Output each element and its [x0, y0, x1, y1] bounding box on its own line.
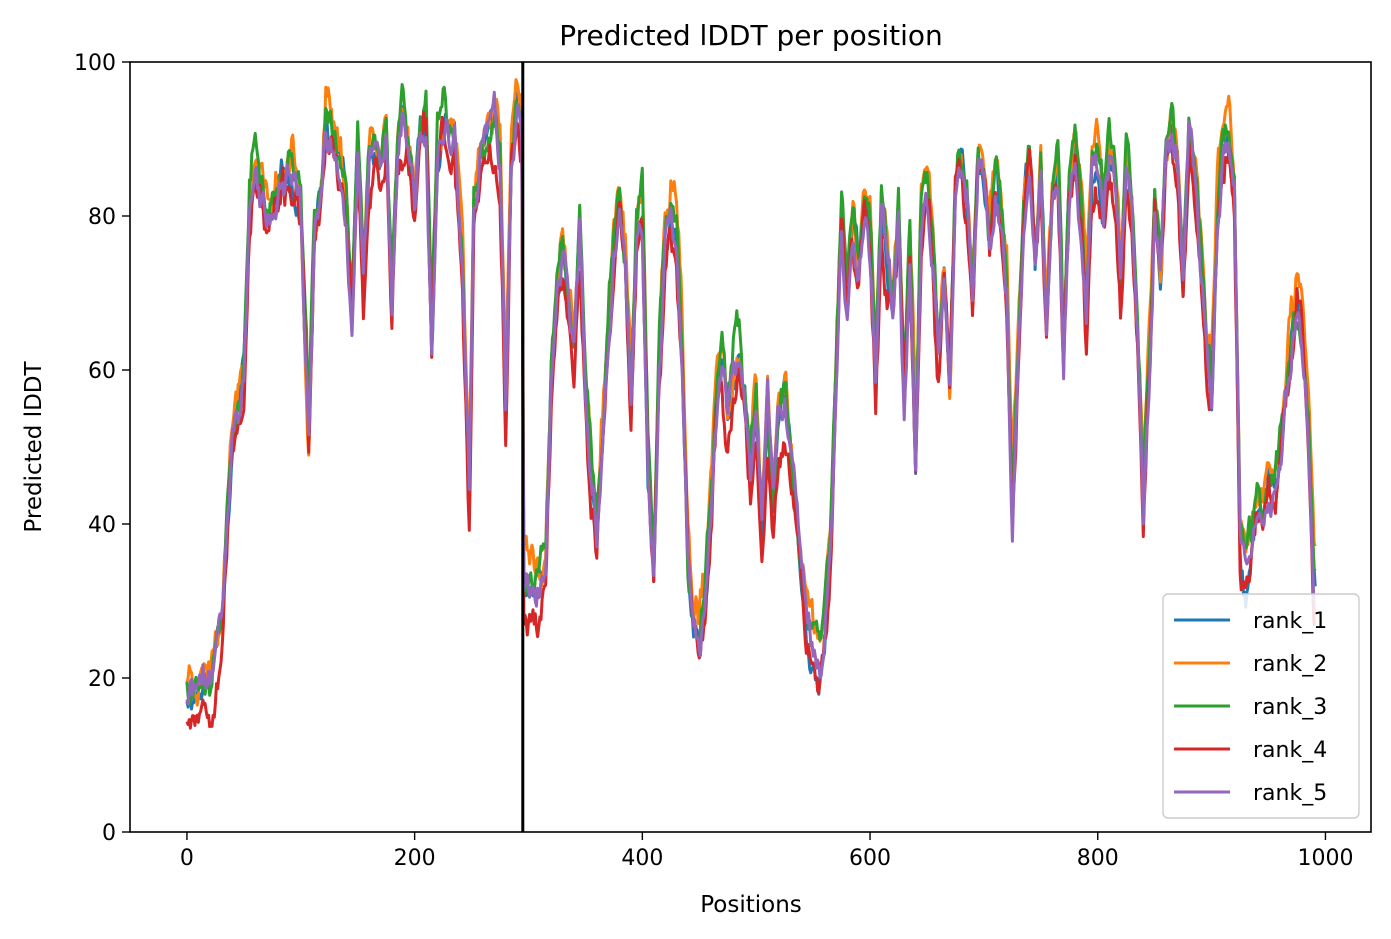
- plot-frame: [129, 61, 1372, 833]
- x-tick-label: 400: [621, 846, 663, 871]
- legend-label: rank_2: [1253, 652, 1327, 677]
- y-tick-label: 40: [88, 513, 116, 538]
- y-tick-label: 0: [102, 821, 116, 846]
- x-axis-ticks: 0 200 400 600 800 1000: [180, 832, 1353, 871]
- y-tick-label: 100: [74, 51, 116, 76]
- y-tick-label: 20: [88, 667, 116, 692]
- x-axis-label: Positions: [700, 892, 802, 918]
- plot-lines: [185, 78, 1317, 730]
- legend-frame: [1162, 593, 1360, 819]
- legend-label: rank_1: [1253, 609, 1327, 634]
- x-tick-label: 200: [394, 846, 436, 871]
- legend-label: rank_5: [1253, 781, 1327, 806]
- series-line-rank_3: [185, 83, 1317, 707]
- y-axis-ticks: 0 20 40 60 80 100: [74, 51, 130, 846]
- y-tick-label: 80: [88, 205, 116, 230]
- chart-title: Predicted lDDT per position: [559, 19, 943, 52]
- x-tick-label: 600: [849, 846, 891, 871]
- series-line-rank_4: [185, 110, 1317, 730]
- legend: rank_1 rank_2 rank_3 rank_4 rank_5: [1162, 593, 1360, 819]
- x-tick-label: 0: [180, 846, 194, 871]
- x-tick-label: 800: [1077, 846, 1119, 871]
- legend-label: rank_4: [1253, 738, 1327, 763]
- y-tick-label: 60: [88, 359, 116, 384]
- series-line-rank_5: [185, 90, 1317, 706]
- x-tick-label: 1000: [1297, 846, 1353, 871]
- legend-label: rank_3: [1253, 695, 1327, 720]
- y-axis-label: Predicted lDDT: [21, 360, 47, 532]
